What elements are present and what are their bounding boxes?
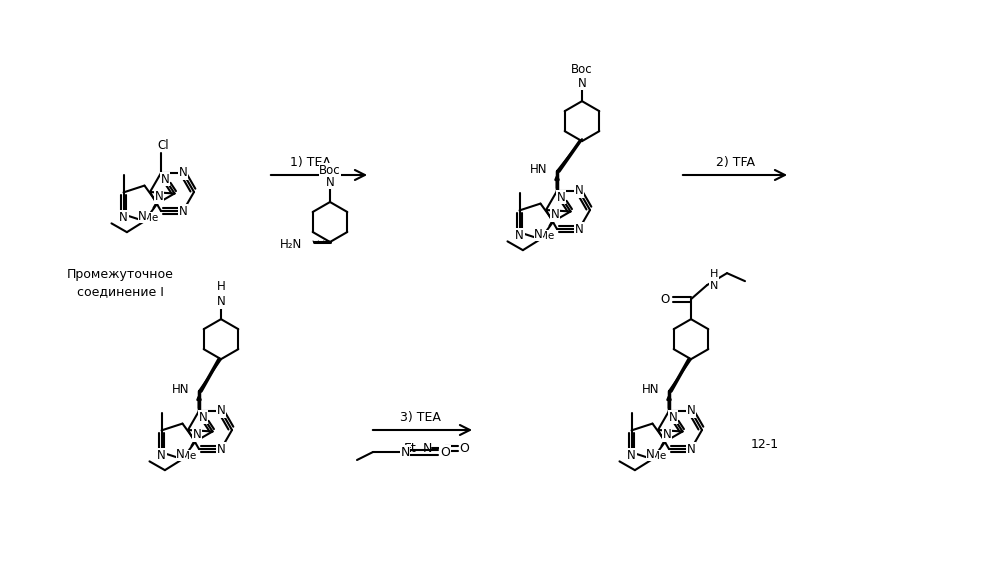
- Text: N: N: [686, 443, 695, 456]
- Text: HN: HN: [529, 163, 547, 176]
- Text: Et: Et: [404, 441, 417, 454]
- Text: N: N: [686, 404, 695, 417]
- Text: N: N: [627, 449, 636, 462]
- Text: N: N: [157, 449, 166, 462]
- Text: N: N: [179, 204, 188, 218]
- Text: Промежуточное
соединение I: Промежуточное соединение I: [67, 268, 174, 298]
- Text: HN: HN: [170, 380, 187, 394]
- Text: Boc: Boc: [320, 164, 341, 177]
- Text: N: N: [217, 404, 226, 417]
- Text: N: N: [176, 448, 185, 461]
- Text: H
N: H N: [217, 280, 226, 308]
- Text: N: N: [515, 229, 523, 242]
- Text: Me: Me: [651, 451, 666, 461]
- Text: Boc: Boc: [571, 63, 592, 76]
- Text: N: N: [646, 448, 655, 461]
- Text: N: N: [326, 176, 335, 188]
- Text: N: N: [663, 429, 671, 441]
- Text: N: N: [199, 411, 207, 424]
- Text: O: O: [460, 441, 469, 454]
- Text: H₂N: H₂N: [280, 238, 302, 251]
- Text: N: N: [534, 228, 542, 241]
- Text: HN: HN: [639, 380, 657, 394]
- Text: O: O: [660, 293, 669, 306]
- Text: N: N: [668, 411, 677, 424]
- Text: 12-1: 12-1: [751, 438, 779, 451]
- Text: N: N: [217, 443, 226, 456]
- Text: HN: HN: [641, 383, 659, 396]
- Text: Me: Me: [181, 451, 196, 461]
- Text: N: N: [423, 441, 432, 454]
- Text: N: N: [119, 211, 128, 224]
- Text: HN: HN: [527, 161, 545, 174]
- Text: HN: HN: [172, 383, 189, 396]
- Text: Me: Me: [538, 231, 554, 241]
- Text: 3) TEA: 3) TEA: [400, 410, 441, 423]
- Text: N: N: [179, 167, 188, 180]
- Text: N: N: [138, 210, 147, 222]
- Text: Cl: Cl: [157, 139, 169, 151]
- Text: N: N: [401, 446, 410, 458]
- Text: N: N: [161, 173, 169, 185]
- Text: N: N: [550, 208, 559, 221]
- Text: Me: Me: [143, 213, 158, 223]
- Text: 1) TEA: 1) TEA: [290, 156, 331, 168]
- Text: 2) TFA: 2) TFA: [715, 156, 754, 168]
- Text: H
N: H N: [710, 269, 718, 291]
- Text: N: N: [556, 191, 565, 204]
- Text: N: N: [155, 190, 164, 203]
- Text: O: O: [441, 446, 450, 458]
- Text: N: N: [193, 429, 202, 441]
- Text: N: N: [574, 222, 583, 235]
- Text: N: N: [577, 77, 586, 90]
- Text: N: N: [574, 184, 583, 197]
